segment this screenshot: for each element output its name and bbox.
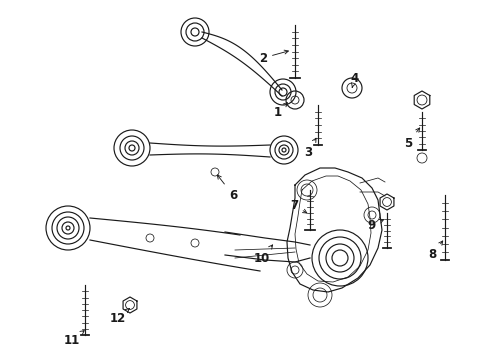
Text: 1: 1 [274, 103, 287, 118]
Text: 10: 10 [254, 245, 272, 265]
Text: 2: 2 [259, 50, 288, 64]
Text: 5: 5 [404, 128, 419, 149]
Text: 11: 11 [64, 330, 84, 346]
Text: 3: 3 [304, 138, 316, 158]
Text: 6: 6 [218, 175, 237, 202]
Text: 7: 7 [290, 198, 307, 213]
Text: 12: 12 [110, 309, 129, 324]
Text: 4: 4 [351, 72, 359, 87]
Text: 8: 8 [428, 241, 442, 261]
Text: 9: 9 [368, 219, 384, 231]
